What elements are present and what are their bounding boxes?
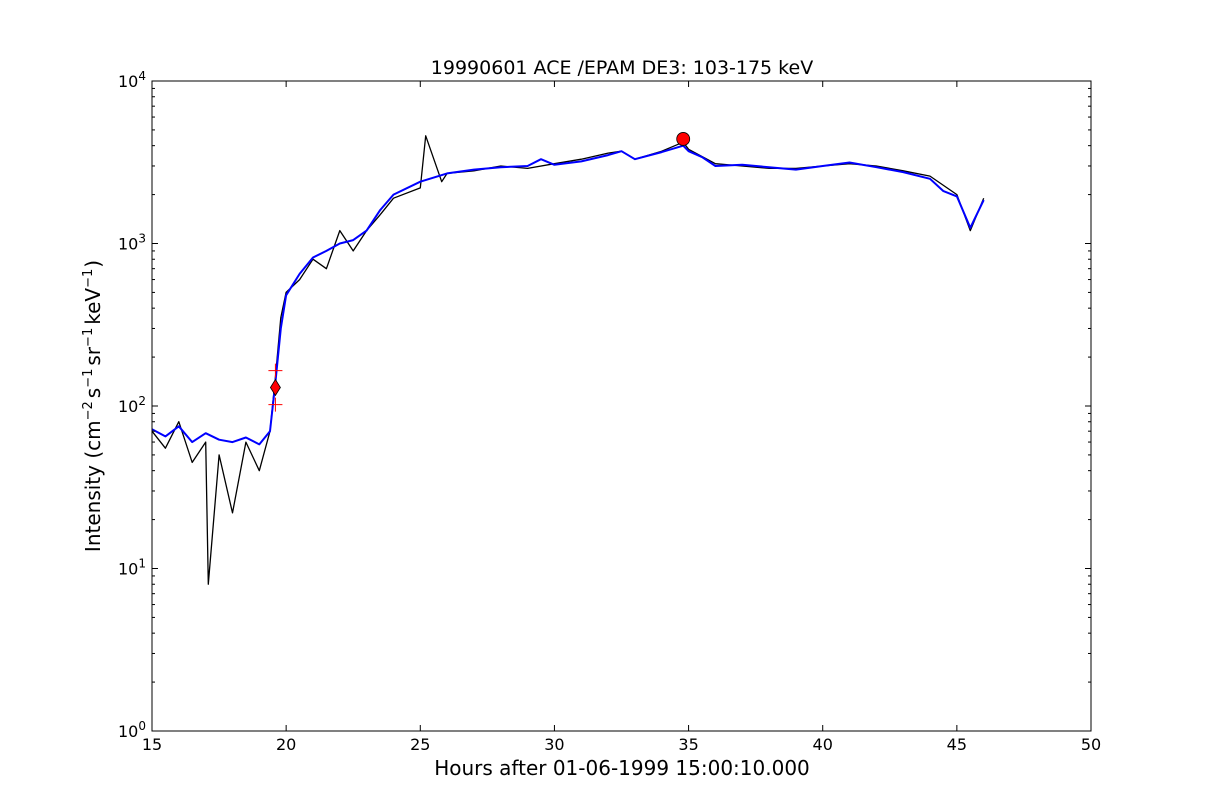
- x-tick-label: 25: [410, 735, 430, 754]
- x-tick-label: 45: [947, 735, 967, 754]
- x-tick-label: 20: [276, 735, 296, 754]
- onset-marker: [269, 378, 281, 397]
- y-tick-label: 101: [118, 557, 146, 579]
- x-tick-label: 35: [678, 735, 698, 754]
- x-tick-label: 40: [813, 735, 833, 754]
- x-axis: 15 20 25 30 35 40 45 50: [142, 81, 1101, 754]
- x-axis-label: Hours after 01-06-1999 15:00:10.000: [434, 756, 810, 780]
- plot-frame: [151, 80, 1092, 732]
- peak-marker: [676, 132, 691, 146]
- series-line-1: [151, 135, 985, 585]
- y-tick-label: 103: [118, 232, 146, 254]
- x-tick-label: 15: [142, 735, 162, 754]
- plot-area: [151, 132, 985, 585]
- onset-error-marker-3: [268, 397, 283, 412]
- y-axis-label: Intensity (cm−2s−1sr−1keV−1): [81, 260, 105, 552]
- series-line-2: [151, 144, 985, 446]
- y-tick-label: 102: [118, 394, 146, 416]
- chart-title: 19990601 ACE /EPAM DE3: 103-175 keV: [431, 57, 813, 79]
- x-tick-label: 30: [544, 735, 564, 754]
- onset-error-marker-2: [268, 363, 283, 378]
- y-tick-label: 100: [118, 719, 146, 741]
- y-tick-label: 104: [118, 69, 146, 91]
- y-axis: 100 101 102 103 104: [118, 69, 1091, 741]
- x-tick-label: 50: [1081, 735, 1101, 754]
